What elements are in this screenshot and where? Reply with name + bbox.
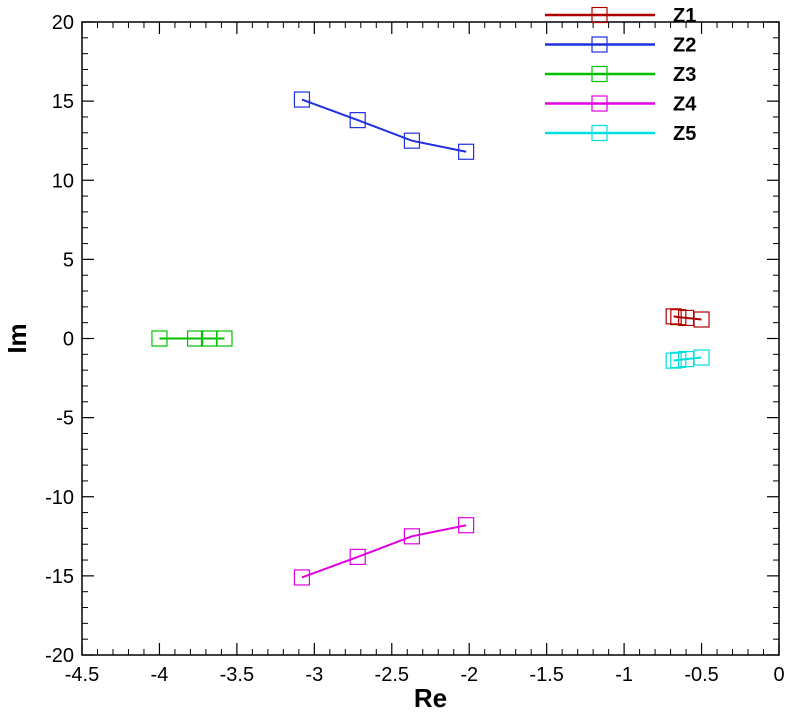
y-tick-labels: -20 -15 -10 -5 0 5 10 15 20 — [45, 12, 74, 667]
data-point-marker — [665, 352, 682, 369]
legend-label: Z5 — [673, 123, 696, 145]
x-tick-label: -2 — [460, 664, 478, 686]
data-point-marker — [349, 548, 366, 565]
y-tick-label: -15 — [45, 566, 74, 588]
x-tick-label: -3.5 — [220, 664, 254, 686]
legend-swatch-marker — [591, 124, 608, 142]
legend-item-z3: Z3 — [545, 64, 696, 86]
legend-item-z5: Z5 — [545, 123, 696, 145]
data-point-marker — [693, 349, 710, 366]
y-tick-label: 0 — [63, 329, 74, 351]
data-point-marker — [458, 517, 475, 534]
legend-swatch-marker — [591, 65, 608, 83]
data-point-marker — [151, 330, 168, 347]
series-z4 — [293, 517, 475, 586]
x-tick-label: -1 — [615, 664, 633, 686]
legend-label: Z4 — [673, 94, 697, 116]
x-tick-label: -3 — [305, 664, 323, 686]
legend-swatch-marker — [591, 95, 608, 112]
data-point-marker — [403, 528, 421, 545]
series-z1 — [665, 308, 710, 328]
y-tick-label: 20 — [52, 12, 74, 34]
series-line-z4 — [301, 524, 467, 579]
data-point-marker — [349, 112, 366, 129]
x-tick-labels: -4.5 -4 -3.5 -3 -2.5 -2 -1.5 -1 -0.5 0 — [65, 664, 785, 686]
x-tick-label: -4.5 — [65, 664, 99, 686]
y-tick-label: -20 — [45, 645, 74, 667]
x-tick-label: -0.5 — [684, 664, 718, 686]
data-point-marker — [665, 308, 682, 325]
legend-label: Z1 — [673, 5, 696, 27]
legend-item-z4: Z4 — [545, 94, 697, 116]
y-tick-label: -10 — [45, 487, 74, 509]
series-line-z5 — [673, 356, 702, 362]
series-z5 — [665, 349, 710, 369]
y-tick-label: 5 — [63, 249, 74, 271]
minor-ticks — [82, 22, 779, 655]
y-tick-label: -5 — [56, 408, 74, 430]
y-tick-label: 10 — [52, 170, 74, 192]
legend-item-z1: Z1 — [545, 5, 696, 27]
series-layer — [151, 91, 710, 586]
legend-swatch-marker — [591, 6, 608, 24]
series-z2 — [293, 91, 475, 160]
series-line-z1 — [673, 315, 702, 321]
data-point-marker — [216, 330, 233, 347]
x-axis-title: Re — [414, 683, 447, 713]
y-tick-label: 15 — [52, 91, 74, 113]
x-tick-label: -4 — [151, 664, 169, 686]
plot-frame — [81, 21, 780, 656]
data-point-marker — [186, 330, 204, 347]
data-point-marker — [693, 311, 710, 328]
x-tick-label: 0 — [773, 664, 784, 686]
data-point-marker — [458, 143, 475, 160]
legend: Z1 Z2 Z3 Z4 Z5 — [545, 5, 697, 145]
x-tick-label: -1.5 — [529, 664, 563, 686]
legend-item-z2: Z2 — [545, 35, 696, 57]
data-point-marker — [293, 569, 311, 586]
series-z3 — [151, 330, 233, 347]
data-point-marker — [293, 91, 311, 108]
legend-label: Z2 — [673, 35, 696, 57]
series-line-z2 — [301, 98, 467, 153]
legend-label: Z3 — [673, 64, 696, 86]
x-tick-label: -2.5 — [375, 664, 409, 686]
y-axis-title: Im — [2, 323, 32, 353]
legend-swatch-marker — [591, 36, 608, 53]
data-point-marker — [403, 132, 421, 149]
